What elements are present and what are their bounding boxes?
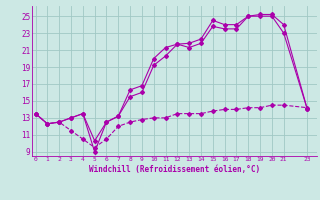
X-axis label: Windchill (Refroidissement éolien,°C): Windchill (Refroidissement éolien,°C) xyxy=(89,165,260,174)
